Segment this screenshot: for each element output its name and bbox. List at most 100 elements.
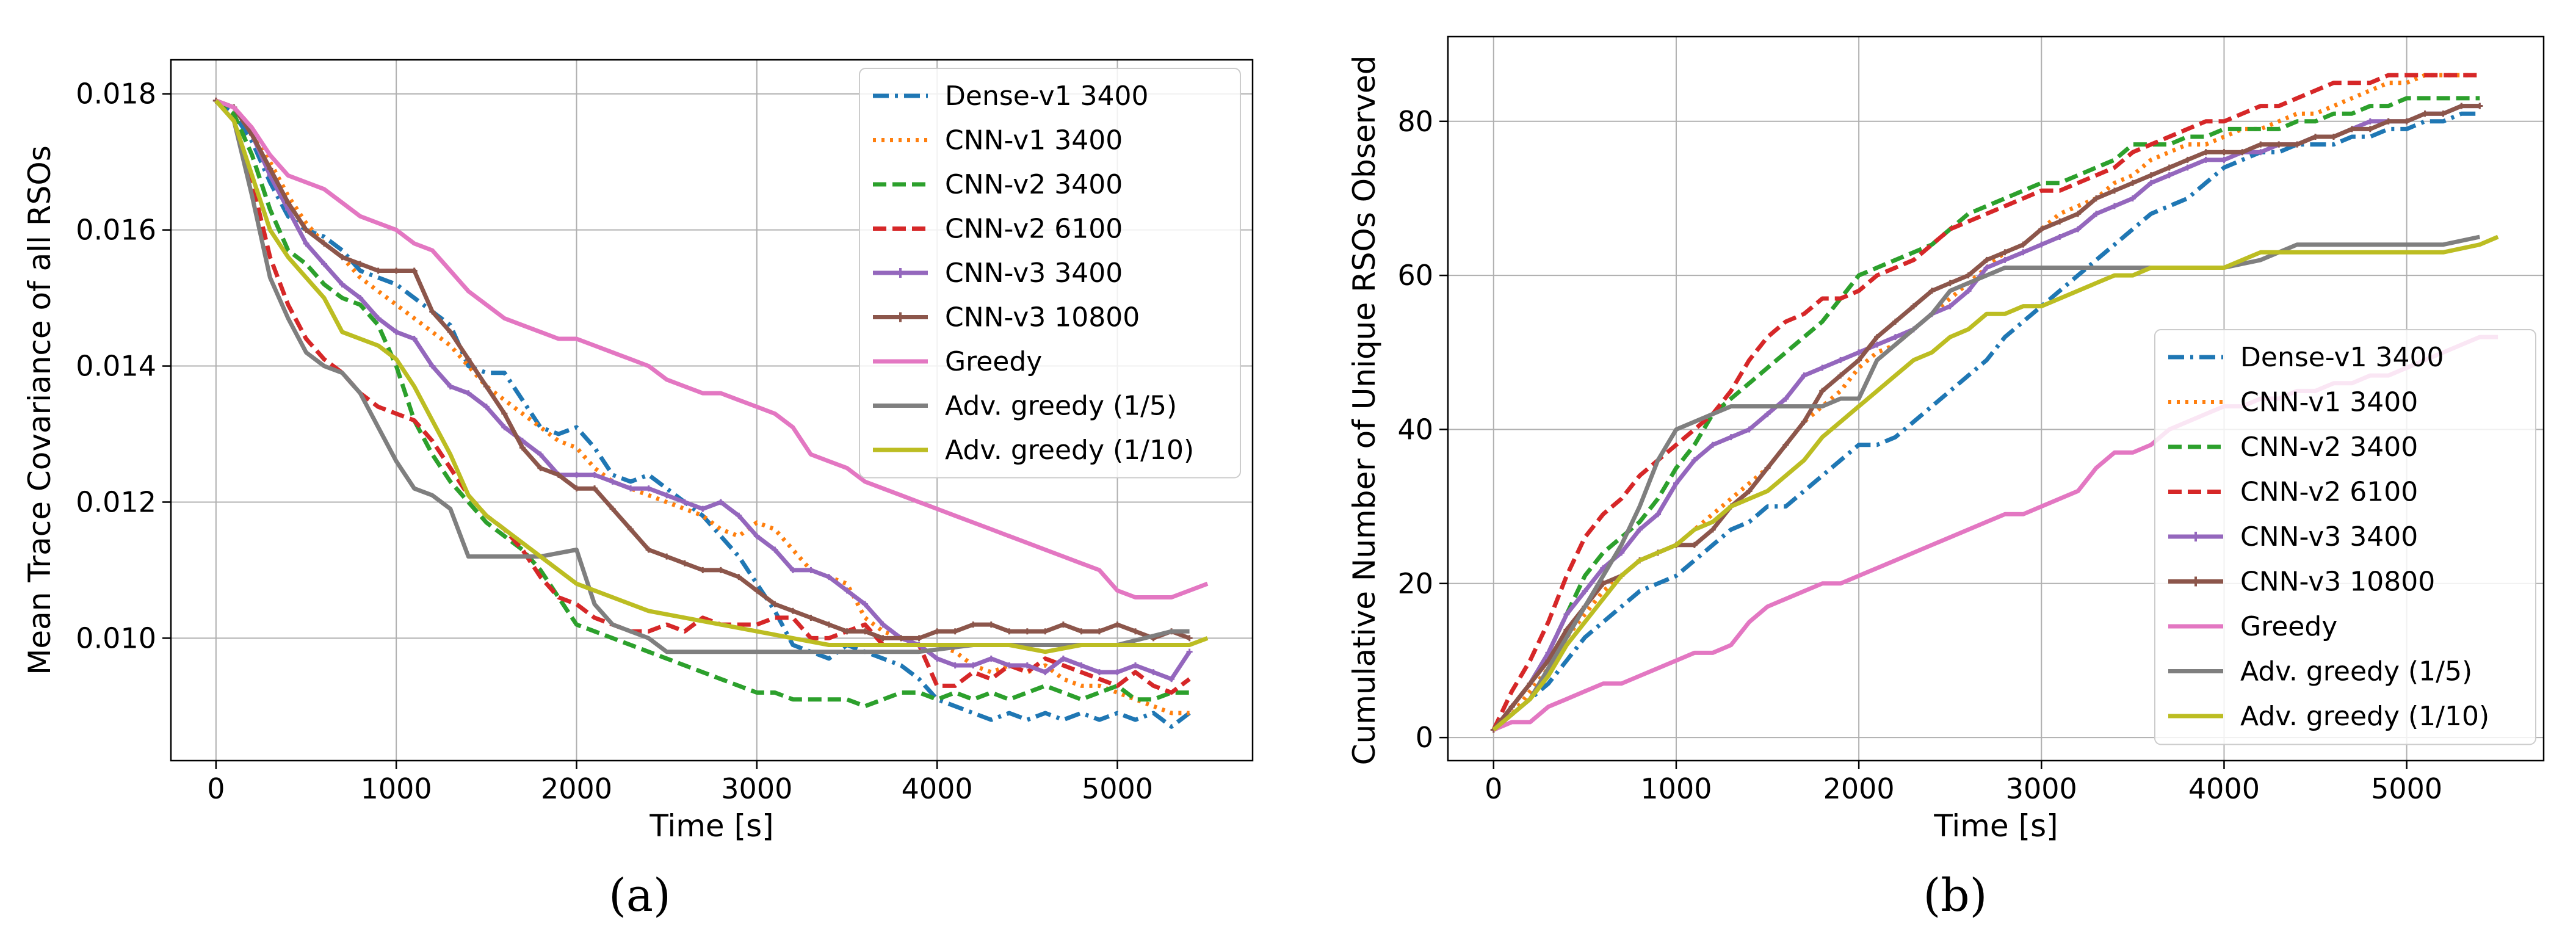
- point-cnn-v3-3400-a: [375, 315, 382, 322]
- point-cnn-v3-10800-a: [753, 587, 760, 594]
- legend-label-dense-v1-3400-a: Dense-v1 3400: [945, 81, 1149, 112]
- point-cnn-v3-10800-b: [2093, 195, 2100, 201]
- line-dense-v1-3400-b: [1492, 111, 2480, 732]
- point-cnn-v3-3400-a: [501, 424, 508, 430]
- point-cnn-v3-3400-a: [1024, 662, 1030, 668]
- point-cnn-v3-10800-b: [2020, 241, 2027, 248]
- point-cnn-v3-10800-a: [952, 628, 958, 635]
- point-cnn-v3-3400-a: [934, 655, 941, 662]
- point-cnn-v3-10800-b: [1874, 334, 1881, 341]
- y-tick-label-a: 0.018: [76, 78, 156, 110]
- point-cnn-v3-10800-b: [1965, 272, 1972, 279]
- legend-label-adv-greedy-1-10-b: Adv. greedy (1/10): [2240, 701, 2489, 732]
- point-cnn-v3-10800-b: [1910, 303, 1917, 310]
- point-cnn-v3-10800-b: [2184, 156, 2191, 163]
- point-cnn-v3-10800-b: [1782, 441, 1789, 448]
- point-cnn-v3-10800-a: [645, 546, 652, 553]
- point-cnn-v3-10800-b: [2458, 103, 2465, 109]
- point-cnn-v3-10800-b: [1983, 256, 1990, 263]
- point-cnn-v3-10800-a: [664, 553, 670, 560]
- x-tick-label-a: 3000: [721, 772, 792, 805]
- point-cnn-v3-10800-b: [2129, 179, 2136, 186]
- line-cnn-v2-3400-b: [1492, 96, 2480, 731]
- point-cnn-v3-10800-b: [2403, 118, 2410, 125]
- point-cnn-v3-3400-b: [1709, 441, 1716, 448]
- point-cnn-v3-3400-b: [1801, 372, 1807, 379]
- point-cnn-v3-3400-b: [2038, 241, 2045, 248]
- point-cnn-v3-10800-b: [2348, 126, 2355, 132]
- point-cnn-v3-10800-a: [429, 308, 436, 315]
- point-cnn-v3-10800-b: [2477, 103, 2483, 109]
- point-cnn-v3-10800-a: [501, 410, 508, 417]
- legend-marker-cnn-v3-10800-a: [895, 312, 905, 322]
- point-cnn-v3-10800-a: [717, 567, 724, 573]
- point-cnn-v3-10800-a: [1078, 628, 1085, 635]
- series-cnn-v2-6100-a: [214, 99, 1191, 695]
- y-tick-label-a: 0.010: [76, 621, 156, 654]
- line-cnn-v2-6100-a: [214, 99, 1191, 695]
- point-cnn-v3-10800-b: [2221, 149, 2227, 156]
- x-tick-label-a: 1000: [361, 772, 432, 805]
- legend-b: Dense-v1 3400 CNN-v1 3400 CNN-v2 3400 CNN-v…: [2154, 329, 2536, 745]
- line-greedy-a: [215, 98, 1209, 599]
- point-cnn-v3-10800-b: [2367, 126, 2373, 132]
- point-cnn-v3-3400-b: [2129, 195, 2136, 201]
- legend-label-adv-greedy-1-10-a: Adv. greedy (1/10): [945, 435, 1194, 466]
- point-cnn-v3-10800-a: [411, 267, 418, 274]
- point-cnn-v3-3400-b: [2075, 226, 2082, 233]
- point-cnn-v3-10800-b: [2440, 110, 2447, 117]
- point-cnn-v3-10800-a: [375, 267, 382, 274]
- legend-label-cnn-v1-3400-a: CNN-v1 3400: [945, 125, 1123, 156]
- point-cnn-v3-10800-a: [1042, 628, 1049, 635]
- point-cnn-v3-10800-b: [1892, 318, 1898, 325]
- point-cnn-v3-3400-a: [717, 499, 724, 505]
- point-cnn-v3-3400-b: [1545, 650, 1552, 656]
- ticks-a: 0 1000 2000 3000 4000 5000 0.010 0.012 0.014 0.01…: [76, 78, 1153, 805]
- point-cnn-v3-3400-a: [1042, 669, 1049, 676]
- point-cnn-v3-3400-a: [952, 662, 958, 668]
- point-cnn-v3-10800-b: [2166, 164, 2173, 171]
- point-cnn-v3-10800-b: [2111, 187, 2118, 194]
- series-b: [1490, 73, 2499, 733]
- point-cnn-v3-10800-b: [2276, 141, 2282, 148]
- point-cnn-v3-3400-a: [664, 492, 670, 499]
- point-cnn-v3-10800-b: [1508, 703, 1515, 710]
- series-greedy-a: [215, 98, 1209, 599]
- point-cnn-v3-10800-a: [808, 614, 814, 621]
- point-cnn-v3-10800-a: [1006, 628, 1013, 635]
- point-cnn-v3-3400-a: [988, 655, 994, 662]
- point-cnn-v3-3400-b: [1637, 526, 1643, 533]
- point-cnn-v3-3400-b: [1563, 611, 1570, 618]
- point-cnn-v3-3400-b: [2002, 256, 2008, 263]
- point-cnn-v3-3400-a: [357, 295, 364, 302]
- point-cnn-v3-3400-a: [1168, 676, 1175, 682]
- point-cnn-v3-10800-a: [789, 607, 796, 614]
- point-cnn-v3-3400-b: [2221, 156, 2227, 163]
- x-tick-label-b: 2000: [1823, 772, 1895, 805]
- point-cnn-v3-10800-a: [862, 628, 869, 635]
- x-tick-label-b: 4000: [2188, 772, 2260, 805]
- point-cnn-v3-10800-b: [1837, 372, 1844, 379]
- point-cnn-v3-10800-b: [1691, 541, 1698, 548]
- legend-label-cnn-v3-10800-b: CNN-v3 10800: [2240, 567, 2435, 598]
- point-cnn-v3-10800-b: [1819, 388, 1826, 394]
- point-cnn-v3-10800-b: [2002, 249, 2008, 256]
- point-cnn-v3-10800-b: [2312, 134, 2319, 140]
- point-cnn-v3-3400-a: [1186, 648, 1193, 655]
- point-cnn-v3-3400-b: [1691, 457, 1698, 463]
- series-a: [212, 97, 1209, 729]
- legend-label-dense-v1-3400-b: Dense-v1 3400: [2240, 342, 2444, 373]
- legend-label-cnn-v3-10800-a: CNN-v3 10800: [945, 302, 1140, 333]
- point-cnn-v3-10800-b: [2257, 141, 2264, 148]
- legend-label-cnn-v2-3400-b: CNN-v2 3400: [2240, 432, 2418, 463]
- point-cnn-v3-3400-a: [429, 363, 436, 369]
- point-cnn-v3-10800-b: [2038, 226, 2045, 233]
- point-cnn-v3-10800-b: [1928, 288, 1935, 294]
- point-cnn-v3-3400-a: [880, 621, 886, 628]
- point-cnn-v3-3400-a: [1132, 662, 1139, 668]
- point-cnn-v3-10800-a: [592, 485, 598, 492]
- point-cnn-v3-3400-b: [2111, 203, 2118, 209]
- legend-label-cnn-v3-3400-b: CNN-v3 3400: [2240, 521, 2418, 552]
- point-cnn-v3-3400-b: [1764, 411, 1771, 418]
- point-cnn-v3-10800-a: [1186, 635, 1193, 642]
